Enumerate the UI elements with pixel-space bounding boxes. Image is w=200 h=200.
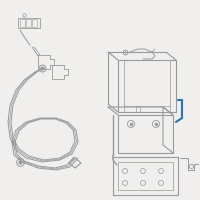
Bar [118,115,173,153]
Bar [113,157,178,195]
Bar [20,19,25,27]
Bar [26,19,31,27]
Bar [32,19,37,27]
Bar [18,18,40,28]
Bar [118,162,173,190]
